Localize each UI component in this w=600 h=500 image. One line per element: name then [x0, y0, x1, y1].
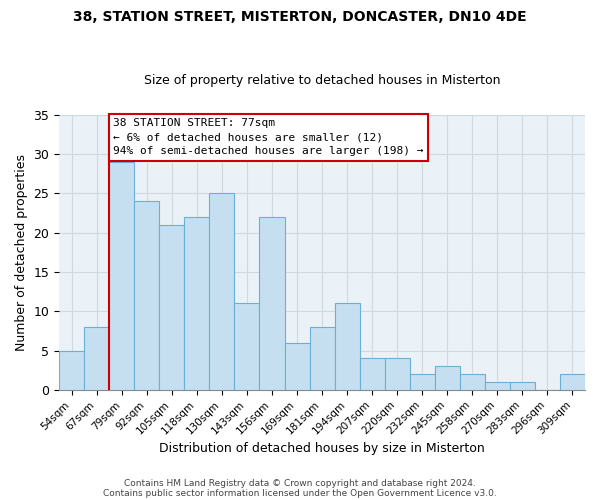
Bar	[485, 382, 510, 390]
Bar	[284, 342, 310, 390]
Bar	[259, 217, 284, 390]
X-axis label: Distribution of detached houses by size in Misterton: Distribution of detached houses by size …	[159, 442, 485, 455]
Bar	[209, 193, 235, 390]
Bar	[460, 374, 485, 390]
Bar	[84, 327, 109, 390]
Title: Size of property relative to detached houses in Misterton: Size of property relative to detached ho…	[144, 74, 500, 87]
Text: 38, STATION STREET, MISTERTON, DONCASTER, DN10 4DE: 38, STATION STREET, MISTERTON, DONCASTER…	[73, 10, 527, 24]
Bar	[359, 358, 385, 390]
Bar	[385, 358, 410, 390]
Bar	[560, 374, 585, 390]
Bar	[510, 382, 535, 390]
Bar	[109, 162, 134, 390]
Bar	[59, 350, 84, 390]
Bar	[410, 374, 435, 390]
Bar	[184, 217, 209, 390]
Bar	[335, 304, 359, 390]
Bar	[235, 304, 259, 390]
Bar	[160, 224, 184, 390]
Bar	[134, 201, 160, 390]
Text: Contains public sector information licensed under the Open Government Licence v3: Contains public sector information licen…	[103, 488, 497, 498]
Bar	[310, 327, 335, 390]
Text: Contains HM Land Registry data © Crown copyright and database right 2024.: Contains HM Land Registry data © Crown c…	[124, 478, 476, 488]
Bar	[435, 366, 460, 390]
Text: 38 STATION STREET: 77sqm
← 6% of detached houses are smaller (12)
94% of semi-de: 38 STATION STREET: 77sqm ← 6% of detache…	[113, 118, 424, 156]
Y-axis label: Number of detached properties: Number of detached properties	[15, 154, 28, 350]
